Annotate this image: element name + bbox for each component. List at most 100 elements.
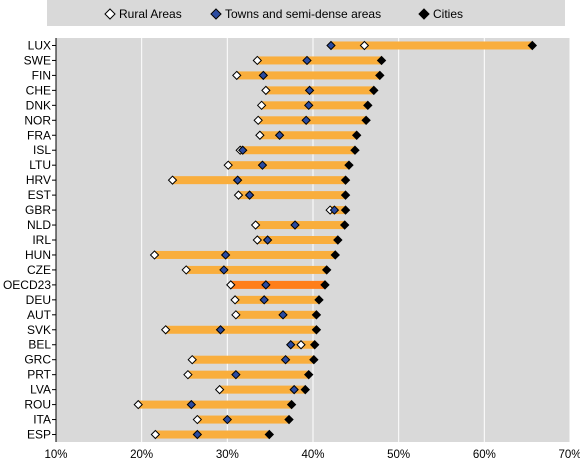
range-bar: [172, 176, 346, 185]
category-label: ESP: [27, 428, 51, 442]
towns-marker: [232, 175, 243, 185]
cities-marker: [330, 250, 340, 260]
range-bar: [258, 116, 367, 125]
rural-marker: [133, 399, 143, 410]
category-label: DNK: [26, 98, 51, 112]
towns-marker: [186, 399, 197, 410]
category-label: CHE: [26, 83, 51, 97]
cities-marker: [351, 130, 362, 140]
category-label: CZE: [27, 263, 51, 277]
category-label: PRT: [27, 368, 51, 382]
towns-marker: [215, 325, 226, 335]
rural-marker: [296, 340, 306, 350]
range-bar: [236, 71, 380, 80]
x-axis-ticks: 10% 20% 30% 40% 50% 60% 70%: [44, 449, 580, 461]
rural-marker: [256, 100, 267, 111]
rural-marker: [183, 369, 193, 380]
cities-marker: [321, 265, 332, 275]
range-bar: [235, 310, 317, 319]
cities-marker: [300, 384, 310, 395]
rural-marker: [255, 130, 265, 140]
rural-marker: [233, 190, 244, 200]
cities-marker: [369, 85, 379, 96]
range-bar: [240, 146, 355, 155]
category-label: HRV: [26, 173, 51, 187]
towns-marker: [301, 115, 311, 126]
rural-marker: [231, 310, 241, 320]
rural-marker: [214, 384, 225, 395]
towns-marker: [220, 250, 231, 260]
towns-marker: [238, 145, 248, 155]
category-label: ROU: [24, 398, 51, 412]
rural-marker: [250, 220, 261, 230]
range-bar: [228, 161, 349, 170]
cities-diamond-icon: [418, 8, 430, 20]
cities-marker: [361, 115, 371, 126]
cities-marker: [264, 429, 275, 440]
rural-marker: [181, 265, 191, 275]
range-bar: [186, 265, 327, 274]
range-bar: [255, 221, 345, 230]
cities-marker: [304, 369, 314, 380]
legend-item-towns: Towns and semi-dense areas: [210, 7, 381, 21]
rural-marker: [261, 85, 271, 96]
category-label: IRL: [32, 233, 51, 247]
category-label: NOR: [24, 113, 51, 127]
x-tick-label: 50%: [387, 449, 410, 461]
legend-label-rural: Rural Areas: [119, 7, 182, 21]
towns-marker: [290, 220, 300, 230]
rural-marker: [230, 295, 240, 305]
towns-marker: [280, 354, 291, 365]
category-label: BEL: [28, 338, 51, 352]
towns-marker: [329, 205, 340, 215]
category-label: ITA: [33, 413, 51, 427]
cities-marker: [376, 55, 387, 66]
category-label: ISL: [33, 143, 51, 157]
cities-marker: [339, 220, 350, 230]
range-bar: [238, 191, 346, 200]
cities-marker: [311, 310, 322, 320]
category-label: GRC: [24, 353, 51, 367]
x-tick-label: 20%: [130, 449, 153, 461]
category-labels: LUXSWEFINCHEDNKNORFRAISLLTUHRVESTGBRNLDI…: [3, 38, 56, 442]
towns-marker: [257, 160, 268, 170]
towns-marker: [244, 190, 255, 200]
cities-marker: [340, 190, 351, 200]
cities-marker: [350, 145, 360, 155]
legend-label-towns: Towns and semi-dense areas: [225, 7, 381, 21]
category-label: LUX: [28, 38, 51, 52]
category-label: NLD: [27, 218, 51, 232]
towns-marker: [274, 130, 285, 140]
cities-marker: [527, 40, 538, 51]
markers: [133, 40, 538, 440]
towns-marker: [231, 369, 241, 380]
towns-marker: [219, 265, 229, 275]
rural-marker: [253, 115, 263, 126]
category-label: GBR: [25, 203, 51, 217]
towns-marker: [304, 100, 314, 111]
rural-marker: [223, 160, 233, 170]
category-label: AUT: [27, 308, 52, 322]
rural-marker: [150, 429, 161, 440]
cities-marker: [375, 70, 385, 81]
category-label: LVA: [30, 383, 51, 397]
range-bar: [257, 236, 338, 244]
x-tick-label: 40%: [301, 449, 324, 461]
category-label: OECD23: [3, 278, 51, 292]
category-label: FRA: [27, 128, 51, 142]
cities-marker: [311, 325, 322, 335]
cities-marker: [314, 295, 324, 305]
towns-marker: [286, 340, 296, 350]
category-label: SWE: [24, 53, 51, 67]
range-bar: [154, 250, 336, 259]
range-bar: [330, 41, 533, 50]
x-tick-label: 10%: [44, 449, 67, 461]
category-label: DEU: [26, 293, 51, 307]
towns-marker: [289, 384, 299, 395]
legend-box: [47, 0, 565, 26]
towns-marker: [278, 310, 288, 320]
towns-marker: [222, 414, 233, 425]
range-bar: [197, 415, 290, 424]
towns-marker: [262, 235, 273, 245]
